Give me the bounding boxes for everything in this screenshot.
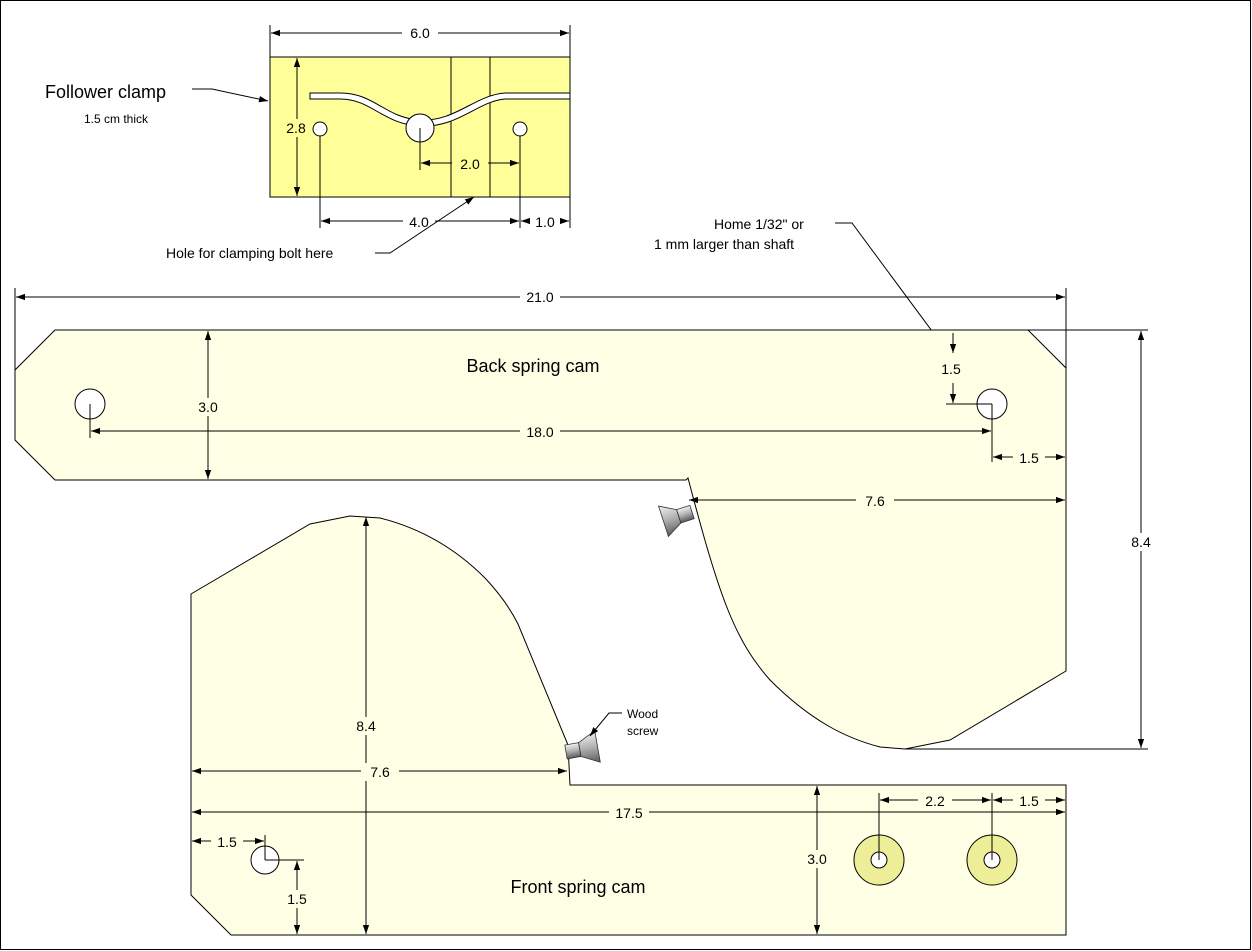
back-cam-hole-top-dim: 1.5 <box>941 361 961 377</box>
front-cam-washer-spacing-dim: 2.2 <box>925 793 945 809</box>
back-cam-height-dim: 3.0 <box>198 399 218 415</box>
back-spring-cam: Back spring cam 21.0 3.0 18.0 1.5 1.5 7.… <box>14 288 1157 750</box>
home-note-line1: Home 1/32" or <box>714 216 804 232</box>
wood-screw-note-line2: screw <box>627 724 659 738</box>
back-cam-total-height-dim: 8.4 <box>1131 534 1151 550</box>
clamp-width-dim: 6.0 <box>410 25 430 41</box>
clamp-left-hole-dim: 4.0 <box>409 214 429 230</box>
back-cam-hole-right-dim: 1.5 <box>1019 450 1039 466</box>
bolt-hole-note: Hole for clamping bolt here <box>166 245 334 261</box>
clamp-right-hole-dim: 1.0 <box>535 214 555 230</box>
back-cam-hole-spacing-dim: 18.0 <box>526 424 553 440</box>
home-note-line2: 1 mm larger than shaft <box>654 236 794 252</box>
clamp-height-dim: 2.8 <box>286 120 306 136</box>
back-cam-title: Back spring cam <box>466 356 599 376</box>
clamp-right-hole <box>512 121 528 137</box>
home-note: Home 1/32" or 1 mm larger than shaft <box>654 216 987 405</box>
wood-screw-note-line1: Wood <box>627 707 658 721</box>
front-cam-overall-dim: 17.5 <box>615 805 642 821</box>
follower-clamp: 6.0 2.8 2.0 4.0 1.0 Follower clamp 1.5 c… <box>45 24 571 261</box>
front-cam-lobe-dim: 7.6 <box>370 764 390 780</box>
back-cam-overall-dim: 21.0 <box>526 289 553 305</box>
front-cam-lobe-height-dim: 8.4 <box>356 718 376 734</box>
front-cam-height-dim: 3.0 <box>807 851 827 867</box>
front-cam-washer-right-dim: 1.5 <box>1019 793 1039 809</box>
back-cam-wood-screw <box>657 504 695 538</box>
clamp-hole-spacing-dim: 2.0 <box>460 156 480 172</box>
front-cam-hole-left-dim: 1.5 <box>217 834 237 850</box>
clamp-thickness: 1.5 cm thick <box>84 112 149 126</box>
front-cam-hole-bottom-dim: 1.5 <box>287 891 307 907</box>
front-spring-cam: Front spring cam 8.4 7.6 17.5 1.5 1.5 3.… <box>190 515 1067 936</box>
back-cam-lobe-dim: 7.6 <box>865 493 885 509</box>
front-cam-wood-screw <box>564 729 601 763</box>
clamp-slot <box>309 92 571 127</box>
clamp-left-hole <box>312 121 328 137</box>
front-cam-title: Front spring cam <box>510 877 645 897</box>
clamp-title: Follower clamp <box>45 82 166 102</box>
